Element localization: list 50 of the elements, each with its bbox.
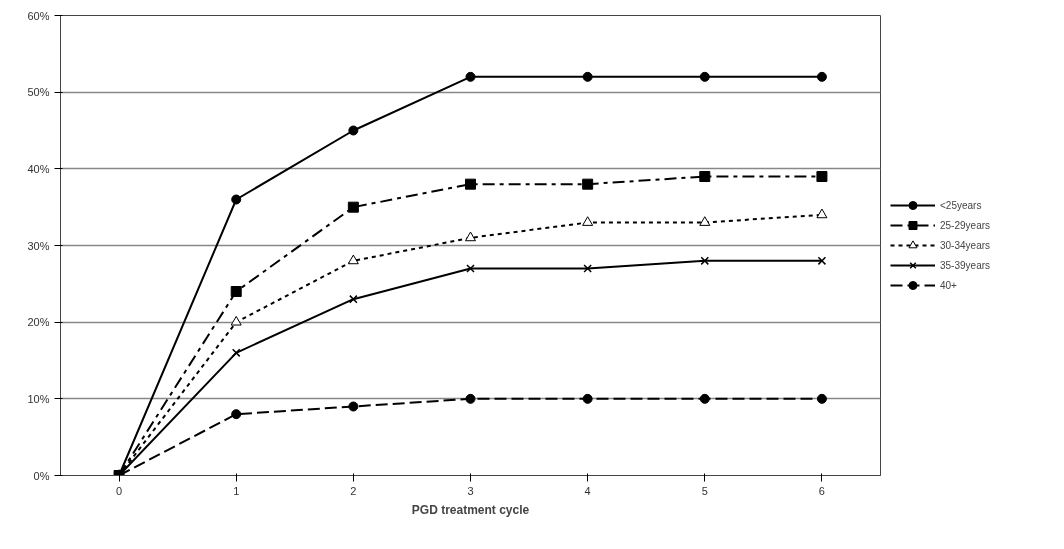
legend-label: <25years	[940, 199, 982, 211]
x-axis-title: PGD treatment cycle	[411, 502, 530, 517]
point	[699, 171, 711, 182]
y-tick-label: 60%	[27, 9, 50, 22]
x-tick-label: 3	[467, 484, 474, 497]
x-tick-label: 4	[584, 484, 591, 497]
point	[816, 171, 828, 182]
point	[231, 194, 242, 205]
y-tick-label: 0%	[33, 469, 50, 482]
point	[349, 294, 358, 304]
point	[465, 393, 476, 404]
point	[583, 264, 592, 273]
y-tick-label: 10%	[27, 392, 50, 405]
legend-label: 40+	[940, 279, 958, 291]
y-tick-label: 20%	[27, 316, 50, 329]
y-tick-label: 50%	[27, 86, 50, 99]
point	[348, 125, 359, 136]
point	[465, 178, 476, 190]
point	[582, 216, 594, 226]
point	[347, 254, 359, 265]
x-tick-label: 6	[818, 484, 825, 497]
point	[816, 71, 827, 82]
point	[465, 231, 476, 242]
x-tick-label: 5	[701, 484, 708, 497]
y-tick-label: 30%	[27, 239, 50, 252]
x-tick-label: 0	[116, 484, 123, 497]
point	[817, 256, 827, 266]
legend-label: 25-29years	[940, 219, 991, 231]
point	[582, 71, 593, 82]
x-tick-label: 1	[233, 484, 240, 497]
point	[230, 315, 242, 326]
y-tick-label: 40%	[27, 162, 50, 175]
point	[348, 401, 359, 412]
point	[700, 256, 710, 266]
x-tick-label: 2	[350, 484, 357, 497]
point	[231, 348, 241, 358]
point	[816, 208, 828, 219]
point	[699, 216, 711, 226]
legend-label: 35-39years	[940, 259, 991, 271]
point	[466, 264, 475, 273]
point	[231, 409, 242, 420]
point	[582, 178, 594, 190]
point	[465, 71, 476, 82]
point	[230, 286, 242, 297]
point	[347, 201, 359, 213]
point	[699, 393, 710, 404]
legend-label: 30-34years	[940, 239, 991, 251]
point	[582, 393, 593, 404]
point	[699, 71, 710, 82]
point	[816, 393, 827, 404]
